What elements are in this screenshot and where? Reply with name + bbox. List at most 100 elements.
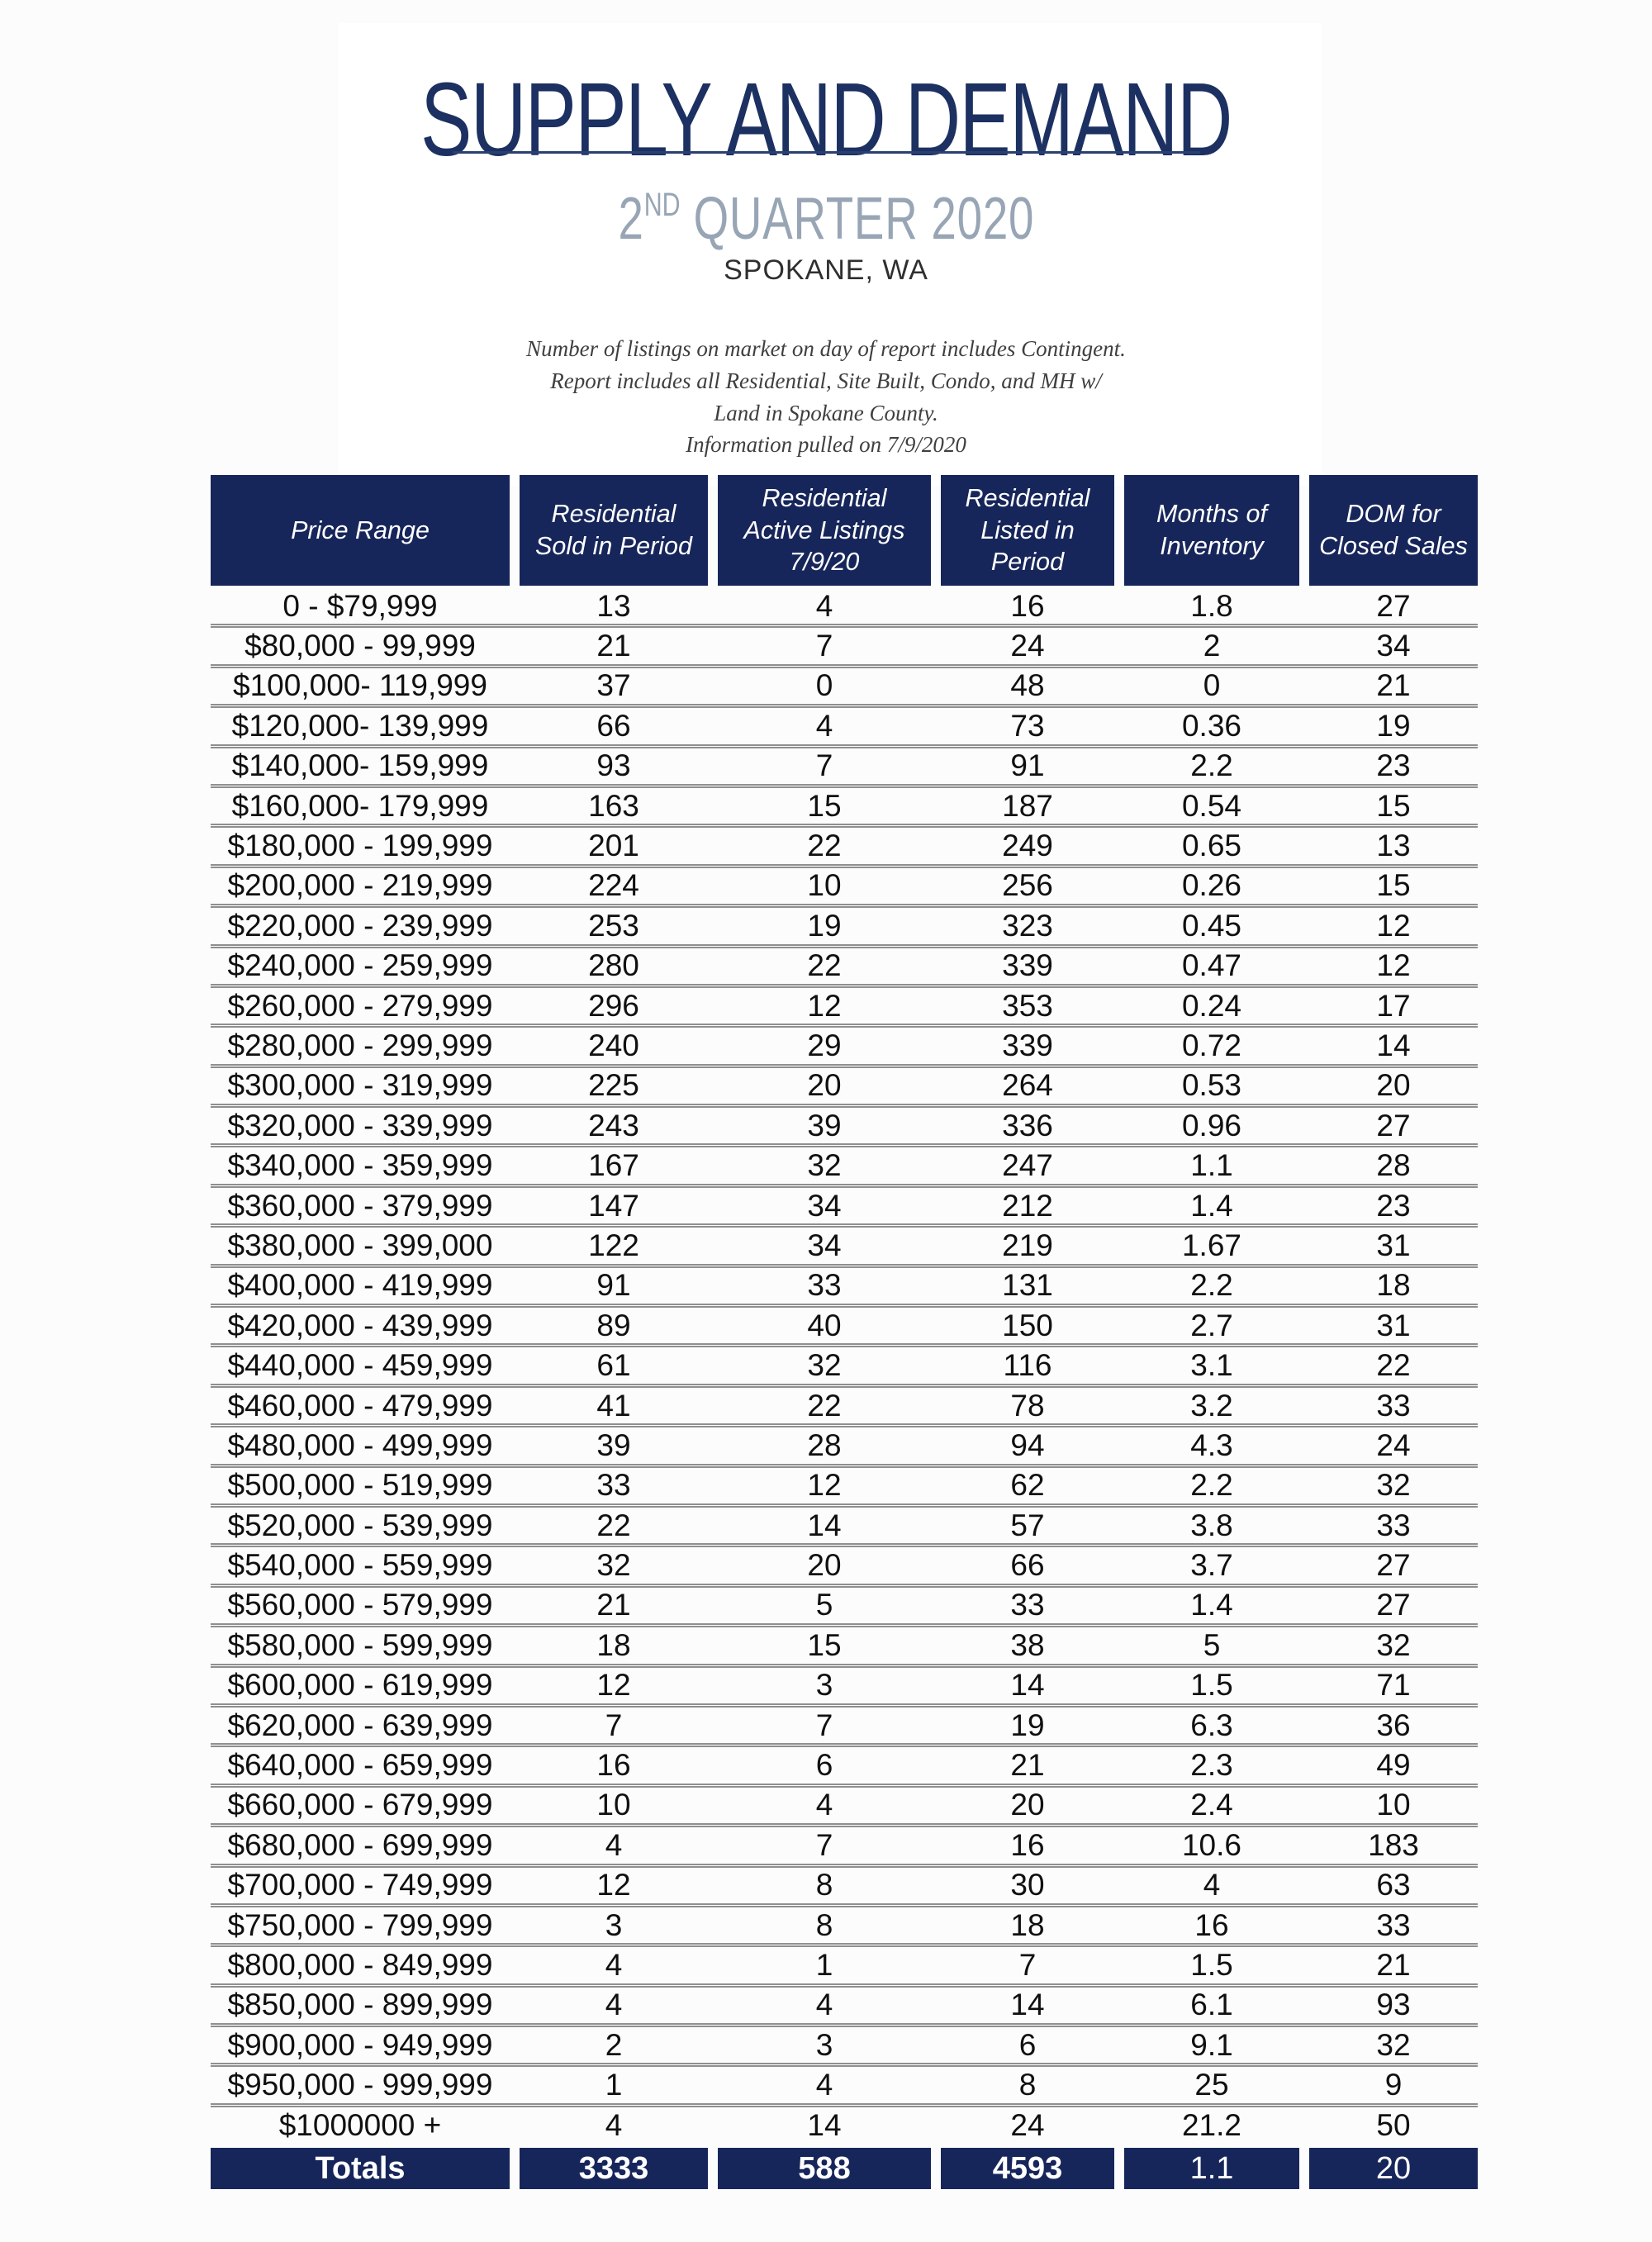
dom-closed-sales-cell: 27 xyxy=(1376,1108,1411,1142)
active-listings-cell: 6 xyxy=(815,1748,833,1783)
months-of-inventory-cell: 25 xyxy=(1194,2068,1229,2102)
table-row: $640,000 - 659,999 16 6 21 2.3 49 xyxy=(211,1747,1478,1788)
listed-in-period-cell: 256 xyxy=(1002,868,1053,903)
sold-in-period-cell: 243 xyxy=(588,1108,639,1142)
report-location: SPOKANE, WA xyxy=(724,254,928,286)
months-of-inventory-cell: 0.36 xyxy=(1181,708,1241,743)
table-row: $340,000 - 359,999 167 32 247 1.1 28 xyxy=(211,1147,1478,1188)
price-range-cell: $160,000- 179,999 xyxy=(231,788,489,823)
dom-closed-sales-cell: 71 xyxy=(1376,1668,1411,1703)
months-of-inventory-cell: 6.1 xyxy=(1190,1988,1233,2022)
table-row: $260,000 - 279,999 296 12 353 0.24 17 xyxy=(211,988,1478,1028)
dom-closed-sales-cell: 12 xyxy=(1376,948,1411,983)
active-listings-cell: 22 xyxy=(807,948,842,983)
sold-in-period-cell: 16 xyxy=(596,1748,631,1783)
price-range-cell: $700,000 - 749,999 xyxy=(227,1868,493,1902)
totals-dom: 20 xyxy=(1309,2148,1478,2190)
price-range-cell: $480,000 - 499,999 xyxy=(227,1427,493,1462)
price-range-cell: $440,000 - 459,999 xyxy=(227,1348,493,1383)
active-listings-cell: 20 xyxy=(807,1068,842,1103)
table-row: $800,000 - 849,999 4 1 7 1.5 21 xyxy=(211,1947,1478,1988)
months-of-inventory-cell: 0.72 xyxy=(1181,1028,1241,1062)
sold-in-period-cell: 61 xyxy=(596,1348,631,1383)
sold-in-period-cell: 7 xyxy=(605,1708,623,1742)
listed-in-period-cell: 14 xyxy=(1010,1668,1045,1703)
price-range-cell: $900,000 - 949,999 xyxy=(227,2027,493,2062)
sold-in-period-cell: 296 xyxy=(588,988,639,1023)
active-listings-cell: 0 xyxy=(815,668,833,703)
months-of-inventory-cell: 0.24 xyxy=(1181,988,1241,1023)
months-of-inventory-cell: 0.45 xyxy=(1181,908,1241,943)
active-listings-cell: 40 xyxy=(807,1308,842,1342)
sold-in-period-cell: 122 xyxy=(588,1228,639,1262)
listed-in-period-cell: 131 xyxy=(1002,1268,1053,1303)
title-underline xyxy=(453,151,1200,154)
dom-closed-sales-cell: 13 xyxy=(1376,829,1411,863)
header-dom-closed-sales: DOM for Closed Sales xyxy=(1309,475,1478,586)
dom-closed-sales-cell: 18 xyxy=(1376,1268,1411,1303)
price-range-cell: $320,000 - 339,999 xyxy=(227,1108,493,1142)
sold-in-period-cell: 147 xyxy=(588,1188,639,1223)
listed-in-period-cell: 353 xyxy=(1002,988,1053,1023)
dom-closed-sales-cell: 32 xyxy=(1376,1627,1411,1662)
listed-in-period-cell: 91 xyxy=(1010,748,1045,783)
dom-closed-sales-cell: 21 xyxy=(1376,1947,1411,1982)
months-of-inventory-cell: 0.96 xyxy=(1181,1108,1241,1142)
supply-demand-table: Price Range Residential Sold in Period R… xyxy=(211,475,1478,2190)
sold-in-period-cell: 22 xyxy=(596,1508,631,1542)
dom-closed-sales-cell: 28 xyxy=(1376,1148,1411,1183)
dom-closed-sales-cell: 19 xyxy=(1376,708,1411,743)
sold-in-period-cell: 12 xyxy=(596,1668,631,1703)
months-of-inventory-cell: 1.1 xyxy=(1190,1148,1233,1183)
price-range-cell: $200,000 - 219,999 xyxy=(227,868,493,903)
listed-in-period-cell: 14 xyxy=(1010,1988,1045,2022)
months-of-inventory-cell: 2.2 xyxy=(1190,1268,1233,1303)
dom-closed-sales-cell: 20 xyxy=(1376,1068,1411,1103)
active-listings-cell: 15 xyxy=(807,1627,842,1662)
price-range-cell: 0 - $79,999 xyxy=(282,588,438,623)
price-range-cell: $580,000 - 599,999 xyxy=(227,1627,493,1662)
price-range-cell: $340,000 - 359,999 xyxy=(227,1148,493,1183)
report-notes: Number of listings on market on day of r… xyxy=(0,334,1652,462)
sold-in-period-cell: 66 xyxy=(596,708,631,743)
quarter-rest: QUARTER 2020 xyxy=(680,186,1034,252)
listed-in-period-cell: 24 xyxy=(1010,2107,1045,2142)
sold-in-period-cell: 225 xyxy=(588,1068,639,1103)
listed-in-period-cell: 150 xyxy=(1002,1308,1053,1342)
listed-in-period-cell: 247 xyxy=(1002,1148,1053,1183)
table-row: $520,000 - 539,999 22 14 57 3.8 33 xyxy=(211,1508,1478,1548)
table-row: $580,000 - 599,999 18 15 38 5 32 xyxy=(211,1627,1478,1668)
table-row: $420,000 - 439,999 89 40 150 2.7 31 xyxy=(211,1308,1478,1348)
dom-closed-sales-cell: 23 xyxy=(1376,748,1411,783)
table-row: $700,000 - 749,999 12 8 30 4 63 xyxy=(211,1868,1478,1907)
totals-active-listings: 588 xyxy=(718,2148,931,2190)
months-of-inventory-cell: 2.4 xyxy=(1190,1788,1233,1822)
sold-in-period-cell: 33 xyxy=(596,1468,631,1503)
listed-in-period-cell: 33 xyxy=(1010,1588,1045,1622)
dom-closed-sales-cell: 9 xyxy=(1384,2068,1403,2102)
listed-in-period-cell: 339 xyxy=(1002,1028,1053,1062)
active-listings-cell: 8 xyxy=(815,1868,833,1902)
listed-in-period-cell: 48 xyxy=(1010,668,1045,703)
months-of-inventory-cell: 21.2 xyxy=(1181,2107,1241,2142)
table-row: $500,000 - 519,999 33 12 62 2.2 32 xyxy=(211,1468,1478,1508)
dom-closed-sales-cell: 27 xyxy=(1376,1548,1411,1583)
active-listings-cell: 14 xyxy=(807,1508,842,1542)
listed-in-period-cell: 38 xyxy=(1010,1627,1045,1662)
price-range-cell: $80,000 - 99,999 xyxy=(244,629,476,663)
active-listings-cell: 33 xyxy=(807,1268,842,1303)
table-row: $560,000 - 579,999 21 5 33 1.4 27 xyxy=(211,1588,1478,1628)
note-line: Number of listings on market on day of r… xyxy=(526,336,1126,361)
price-range-cell: $460,000 - 479,999 xyxy=(227,1388,493,1423)
dom-closed-sales-cell: 24 xyxy=(1376,1427,1411,1462)
dom-closed-sales-cell: 23 xyxy=(1376,1188,1411,1223)
listed-in-period-cell: 8 xyxy=(1018,2068,1037,2102)
table-row: $950,000 - 999,999 1 4 8 25 9 xyxy=(211,2067,1478,2107)
table-row: $1000000 + 4 14 24 21.2 50 xyxy=(211,2107,1478,2143)
sold-in-period-cell: 4 xyxy=(605,1988,623,2022)
listed-in-period-cell: 94 xyxy=(1010,1427,1045,1462)
months-of-inventory-cell: 2.7 xyxy=(1190,1308,1233,1342)
dom-closed-sales-cell: 27 xyxy=(1376,1588,1411,1622)
table-row: $600,000 - 619,999 12 3 14 1.5 71 xyxy=(211,1668,1478,1708)
listed-in-period-cell: 78 xyxy=(1010,1388,1045,1423)
